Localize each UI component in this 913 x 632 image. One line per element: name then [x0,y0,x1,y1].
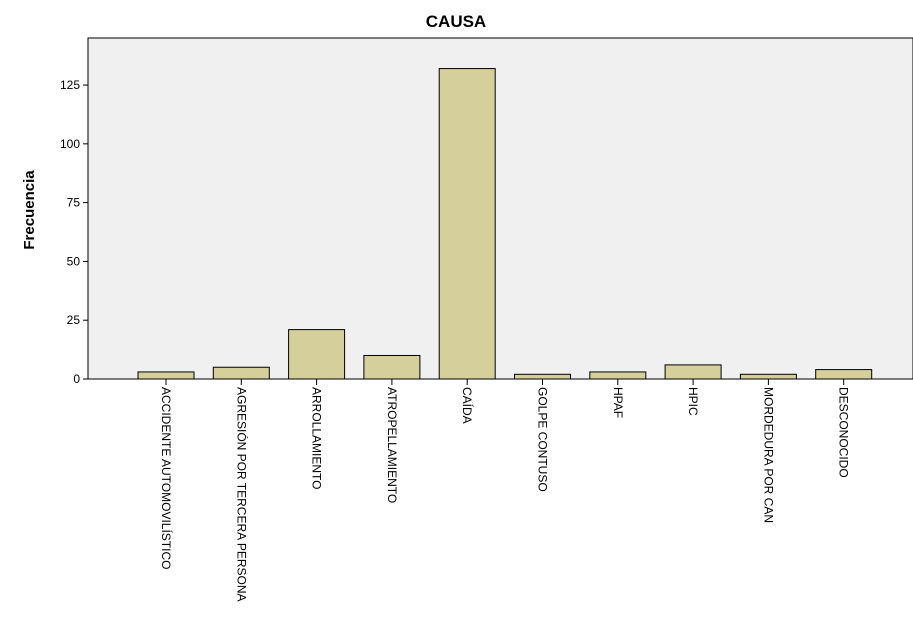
bar [589,371,647,380]
y-tick-label: 75 [67,196,81,210]
y-tick-label: 125 [60,78,80,92]
bar [664,364,722,380]
bar [438,68,496,380]
bar [212,366,270,380]
bar [815,369,873,380]
x-tick-label: AGRESIÓN POR TERCERA PERSONA [234,387,249,602]
chart-title: CAUSA [426,12,486,31]
y-tick-label: 50 [67,254,81,268]
bar [137,371,195,380]
y-axis: 0 25 50 75 100 125 [60,78,88,386]
plot-background [87,37,913,380]
y-axis-label: Frecuencia [21,170,38,250]
y-tick-label: 100 [60,137,80,151]
x-tick-label: ACCIDENTE AUTOMOVILÍSTICO [159,387,174,569]
x-tick-label: DESCONOCIDO [837,387,851,478]
x-tick-label: ATROPELLAMIENTO [385,387,399,503]
x-tick-label: HPIC [686,387,700,416]
y-tick-label: 25 [67,313,81,327]
bar [288,329,346,380]
x-axis: ACCIDENTE AUTOMOVILÍSTICO AGRESIÓN POR TE… [159,379,851,602]
x-tick-label: ARROLLAMIENTO [310,387,324,489]
x-tick-label: CAÍDA [460,387,475,424]
x-tick-label: HPAF [611,387,625,418]
y-tick-label: 0 [73,372,80,386]
x-tick-label: GOLPE CONTUSO [536,387,550,492]
bars [137,68,873,380]
bar [363,354,421,380]
x-tick-label: MORDEDURA POR CAN [761,387,775,523]
bar [739,373,797,380]
bar [514,373,571,380]
